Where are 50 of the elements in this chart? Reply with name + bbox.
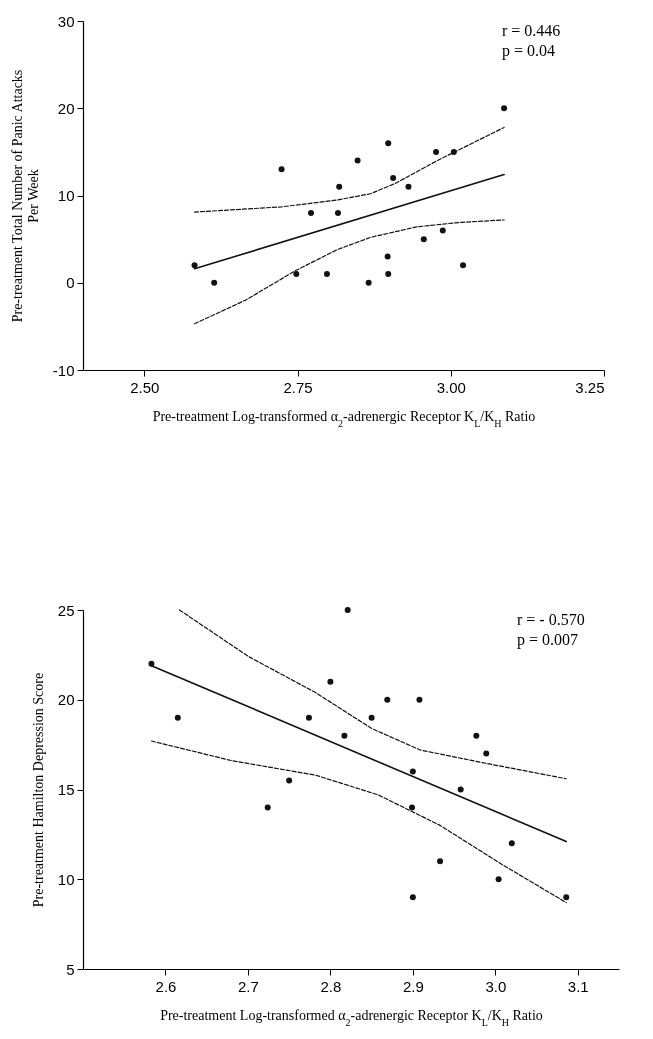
annotation: p = 0.007 (517, 631, 579, 649)
y-tick-label: 20 (57, 99, 75, 117)
point (508, 840, 515, 847)
annotation: r = 0.446 (502, 22, 561, 39)
point (344, 607, 351, 613)
x-axis-title: Pre-treatment Log-transformed α$_{2}$-adrenergic Receptor K$_{L}$/K$_{H}$ Ratio (152, 408, 536, 428)
point (409, 804, 416, 811)
annotation: r = - 0.570 (517, 611, 585, 628)
line-series (193, 126, 505, 213)
point (286, 777, 293, 784)
x-tick-label: 2.8 (320, 977, 342, 995)
y-tick-label: 30 (57, 12, 75, 30)
x-tick-label: 2.75 (283, 378, 313, 396)
x-tick-label: 2.7 (237, 977, 259, 995)
annotation: p = 0.04 (502, 42, 556, 60)
x-tick-label: 3.1 (567, 977, 589, 995)
point (305, 714, 312, 721)
x-axis-title: Pre-treatment Log-transformed α$_{2}$-adrenergic Receptor K$_{L}$/K$_{H}$ Ratio (160, 1007, 543, 1027)
line-series (193, 219, 505, 325)
point (416, 696, 423, 703)
point (368, 714, 375, 721)
point (437, 858, 444, 865)
point (174, 714, 181, 721)
point (563, 894, 570, 901)
point (457, 786, 464, 793)
point (409, 768, 416, 775)
x-tick-label: 2.6 (155, 977, 177, 995)
point (384, 696, 391, 703)
point (473, 732, 480, 739)
point (483, 750, 490, 757)
y-tick-label: 15 (57, 781, 75, 798)
x-tick-label: 3.0 (485, 977, 507, 995)
x-tick-label: 2.50 (130, 378, 160, 396)
y-tick-label: 5 (66, 960, 75, 978)
x-tick-label: 3.25 (575, 378, 605, 396)
y-tick-label: 20 (57, 691, 75, 709)
point (264, 804, 271, 811)
x-tick-label: 3.00 (436, 378, 466, 396)
point (495, 876, 502, 883)
y-axis-title: Pre-treatment Hamilton Depression Score (30, 672, 46, 908)
y-tick-label: 0 (66, 274, 75, 292)
point (327, 678, 334, 685)
y-axis-title: Pre-treatment Total Number of Panic Attacks Per Week (9, 69, 41, 323)
point (409, 894, 416, 901)
y-tick-label: -10 (52, 361, 75, 379)
x-tick-label: 2.9 (402, 977, 424, 995)
y-tick-label: 10 (57, 870, 75, 888)
point (341, 732, 348, 739)
y-tick-label: 25 (57, 601, 75, 619)
y-tick-label: 10 (57, 187, 75, 204)
